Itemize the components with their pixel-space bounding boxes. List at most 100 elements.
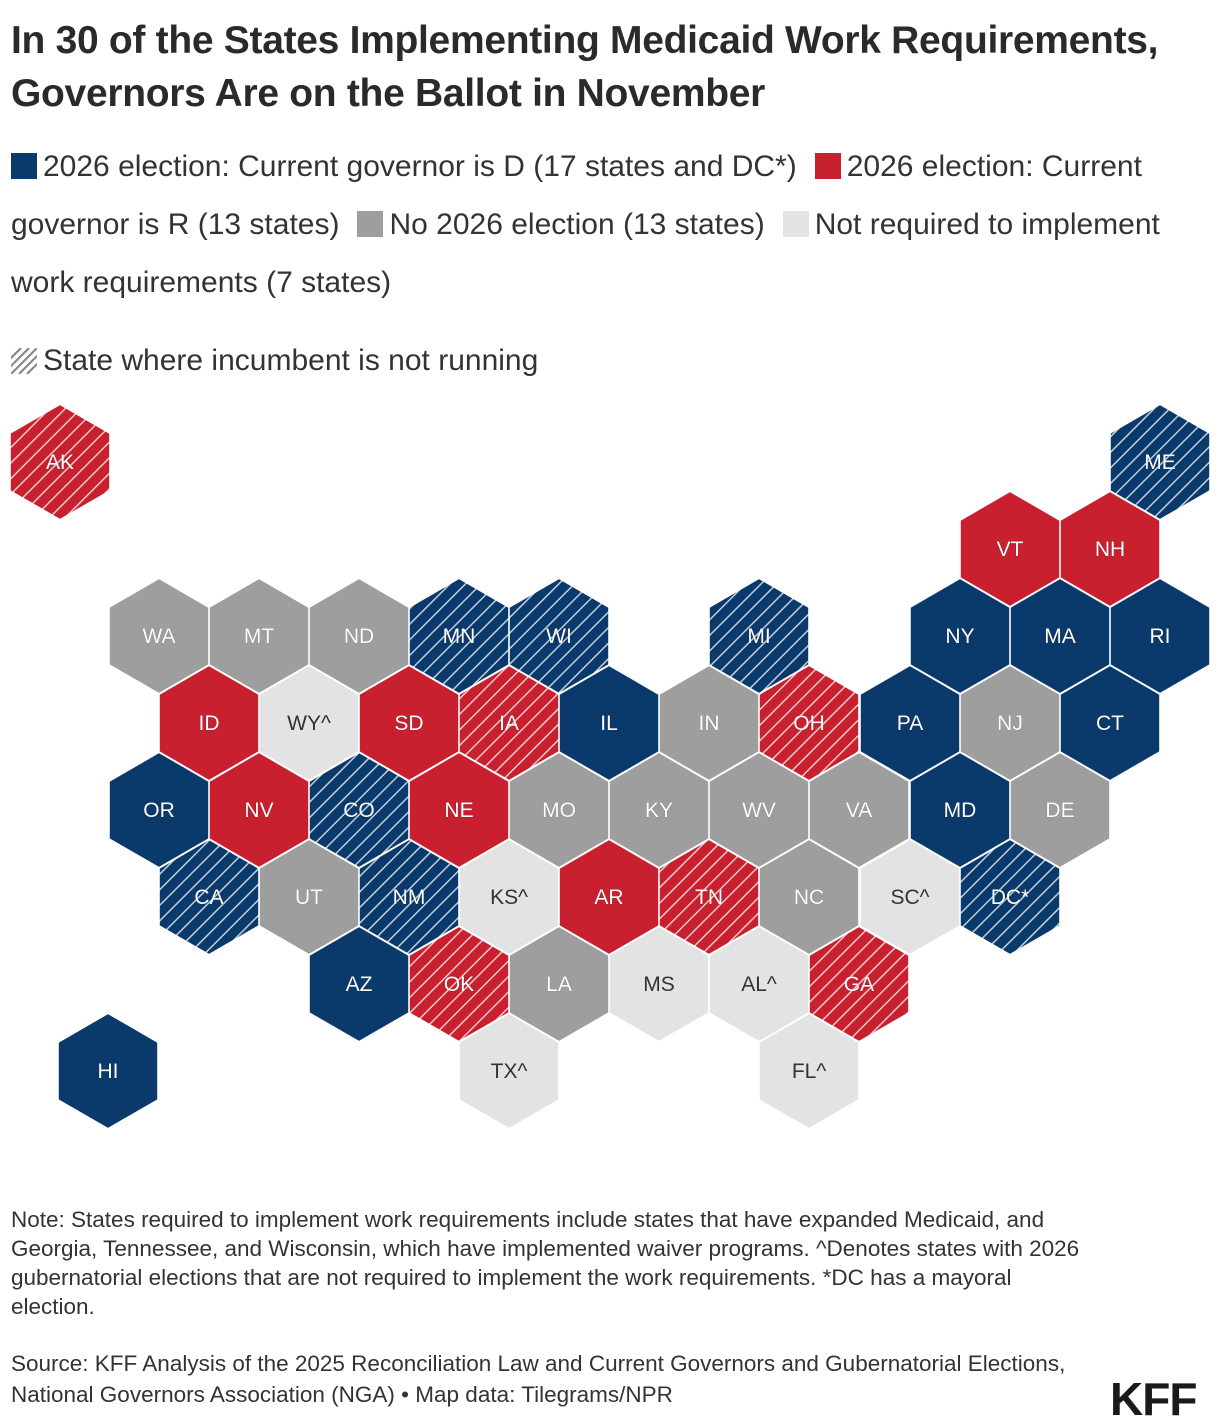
state-hex-co[interactable]: CO — [308, 751, 410, 869]
hatch-swatch-icon — [11, 348, 37, 374]
state-hex-nd[interactable]: ND — [308, 577, 410, 695]
state-hex-shape-ri — [1109, 577, 1211, 695]
state-label-ct: CT — [1096, 712, 1124, 735]
state-label-al: AL^ — [741, 973, 777, 996]
state-hex-va[interactable]: VA — [808, 751, 910, 869]
state-label-ne: NE — [444, 799, 473, 822]
state-label-ga: GA — [844, 973, 874, 996]
state-label-mo: MO — [542, 799, 576, 822]
state-hex-fl[interactable]: FL^ — [758, 1012, 860, 1130]
state-hex-ri[interactable]: RI — [1109, 577, 1211, 695]
state-hex-or[interactable]: OR — [108, 751, 210, 869]
state-hex-dc[interactable]: DC* — [959, 838, 1061, 956]
state-label-mt: MT — [244, 625, 274, 648]
state-hex-ok[interactable]: OK — [408, 925, 510, 1043]
source: Source: KFF Analysis of the 2025 Reconci… — [11, 1351, 1066, 1407]
state-label-la: LA — [546, 973, 572, 996]
state-hex-de[interactable]: DE — [1009, 751, 1111, 869]
state-hex-mt[interactable]: MT — [208, 577, 310, 695]
state-hex-sd[interactable]: SD — [358, 664, 460, 782]
state-label-mn: MN — [443, 625, 476, 648]
state-hex-nv[interactable]: NV — [208, 751, 310, 869]
state-label-oh: OH — [793, 712, 825, 735]
state-label-wv: WV — [742, 799, 776, 822]
legend-swatch-r — [814, 153, 841, 179]
state-hex-shape-hi — [57, 1012, 159, 1130]
legend-item-r: 2026 election: Current governor is R (13… — [11, 150, 1142, 241]
state-hex-sc[interactable]: SC^ — [859, 838, 961, 956]
state-hex-tx[interactable]: TX^ — [458, 1012, 560, 1130]
state-hatch-ga — [809, 926, 909, 1042]
legend-label-no-election: No 2026 election (13 states) — [389, 208, 765, 241]
legend-item-d: 2026 election: Current governor is D (17… — [11, 150, 797, 183]
state-hatch-ok — [409, 926, 509, 1042]
kff-logo: KFF — [1110, 1373, 1197, 1425]
state-hex-wi[interactable]: WI — [508, 577, 610, 695]
legend-swatch-d — [11, 153, 37, 179]
state-hex-me[interactable]: ME — [1109, 403, 1211, 521]
hatch-legend-label: State where incumbent is not running — [43, 344, 539, 377]
state-hex-ar[interactable]: AR — [558, 838, 660, 956]
legend-swatch-no-election — [357, 211, 384, 237]
state-hatch-ia — [459, 665, 559, 781]
hex-map: AK ME VT NH WA MT ND MN WI MI NY MA RI ID WY^ SD IA IL IN O… — [9, 403, 1211, 1130]
state-hex-ny[interactable]: NY — [909, 577, 1011, 695]
legend-item-no-election: No 2026 election (13 states) — [357, 208, 765, 241]
chart-title: In 30 of the States Implementing Medicai… — [11, 19, 1159, 115]
state-hex-il[interactable]: IL — [558, 664, 660, 782]
state-hex-md[interactable]: MD — [909, 751, 1011, 869]
state-label-sd: SD — [394, 712, 423, 735]
state-hex-in[interactable]: IN — [658, 664, 760, 782]
state-label-ar: AR — [594, 886, 623, 909]
state-hex-ca[interactable]: CA — [158, 838, 260, 956]
state-hex-shape-nc — [758, 838, 860, 956]
state-hex-mi[interactable]: MI — [708, 577, 810, 695]
state-hex-shape-de — [1009, 751, 1111, 869]
state-hex-shape-fl — [758, 1012, 860, 1130]
hatch-legend: State where incumbent is not running — [11, 338, 538, 384]
state-label-va: VA — [846, 799, 872, 822]
state-hex-shape-tx — [458, 1012, 560, 1130]
state-hex-ky[interactable]: KY — [608, 751, 710, 869]
state-hex-ga[interactable]: GA — [808, 925, 910, 1043]
state-label-az: AZ — [346, 973, 373, 996]
state-hex-nj[interactable]: NJ — [959, 664, 1061, 782]
state-label-ak: AK — [46, 451, 74, 474]
state-hex-shape-ct — [1059, 664, 1161, 782]
legend-item-not-required: Not required to implement work requireme… — [11, 208, 1160, 299]
legend: 2026 election: Current governor is D (17… — [11, 138, 1211, 312]
state-hex-nc[interactable]: NC — [758, 838, 860, 956]
state-hex-hi[interactable]: HI — [57, 1012, 159, 1130]
state-hex-ms[interactable]: MS — [608, 925, 710, 1043]
state-hex-ut[interactable]: UT — [258, 838, 360, 956]
state-hex-mo[interactable]: MO — [508, 751, 610, 869]
note: Note: States required to implement work … — [11, 1207, 1080, 1319]
state-label-ca: CA — [194, 886, 223, 909]
state-label-de: DE — [1045, 799, 1074, 822]
state-hex-oh[interactable]: OH — [758, 664, 860, 782]
state-label-sc: SC^ — [890, 886, 929, 909]
state-label-nc: NC — [794, 886, 824, 909]
state-hex-ma[interactable]: MA — [1009, 577, 1111, 695]
state-hex-ak[interactable]: AK — [9, 403, 111, 521]
state-hex-nm[interactable]: NM — [358, 838, 460, 956]
state-hatch-co — [309, 752, 409, 868]
state-hex-az[interactable]: AZ — [308, 925, 410, 1043]
state-hex-mn[interactable]: MN — [408, 577, 510, 695]
state-hex-ia[interactable]: IA — [458, 664, 560, 782]
state-label-nh: NH — [1095, 538, 1125, 561]
state-hex-vt[interactable]: VT — [959, 490, 1061, 608]
state-hex-nh[interactable]: NH — [1059, 490, 1161, 608]
state-hatch-nm — [359, 839, 459, 955]
state-hex-ct[interactable]: CT — [1059, 664, 1161, 782]
legend-label-d: 2026 election: Current governor is D (17… — [43, 150, 797, 183]
state-label-mi: MI — [747, 625, 770, 648]
state-hex-ne[interactable]: NE — [408, 751, 510, 869]
state-hex-tn[interactable]: TN — [658, 838, 760, 956]
state-hex-la[interactable]: LA — [508, 925, 610, 1043]
state-hatch-ca — [159, 839, 259, 955]
state-hex-id[interactable]: ID — [158, 664, 260, 782]
legend-label-not-required: Not required to implement work requireme… — [11, 208, 1160, 299]
state-label-ny: NY — [945, 625, 974, 648]
state-hatch-wi — [509, 578, 609, 694]
